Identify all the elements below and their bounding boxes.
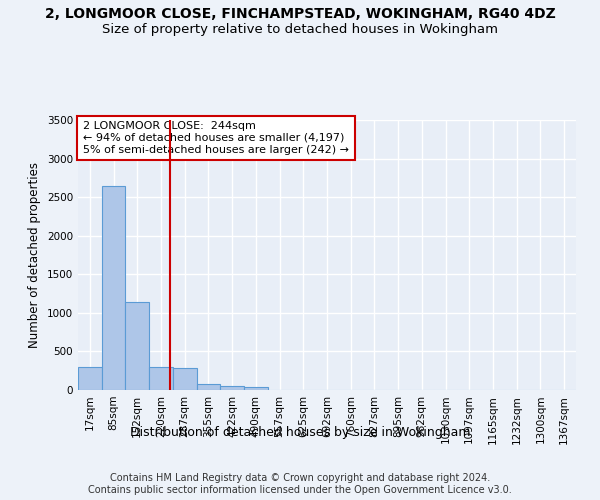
Text: Contains HM Land Registry data © Crown copyright and database right 2024.
Contai: Contains HM Land Registry data © Crown c… xyxy=(88,474,512,495)
Y-axis label: Number of detached properties: Number of detached properties xyxy=(28,162,41,348)
Bar xyxy=(78,367,102,390)
Bar xyxy=(125,302,149,390)
Bar xyxy=(173,368,197,390)
Bar xyxy=(149,367,173,390)
Bar xyxy=(197,384,220,390)
Text: Size of property relative to detached houses in Wokingham: Size of property relative to detached ho… xyxy=(102,22,498,36)
Bar xyxy=(244,388,268,390)
Bar xyxy=(102,186,125,390)
Text: Distribution of detached houses by size in Wokingham: Distribution of detached houses by size … xyxy=(130,426,470,439)
Text: 2, LONGMOOR CLOSE, FINCHAMPSTEAD, WOKINGHAM, RG40 4DZ: 2, LONGMOOR CLOSE, FINCHAMPSTEAD, WOKING… xyxy=(44,8,556,22)
Bar xyxy=(220,386,244,390)
Text: 2 LONGMOOR CLOSE:  244sqm
← 94% of detached houses are smaller (4,197)
5% of sem: 2 LONGMOOR CLOSE: 244sqm ← 94% of detach… xyxy=(83,122,349,154)
